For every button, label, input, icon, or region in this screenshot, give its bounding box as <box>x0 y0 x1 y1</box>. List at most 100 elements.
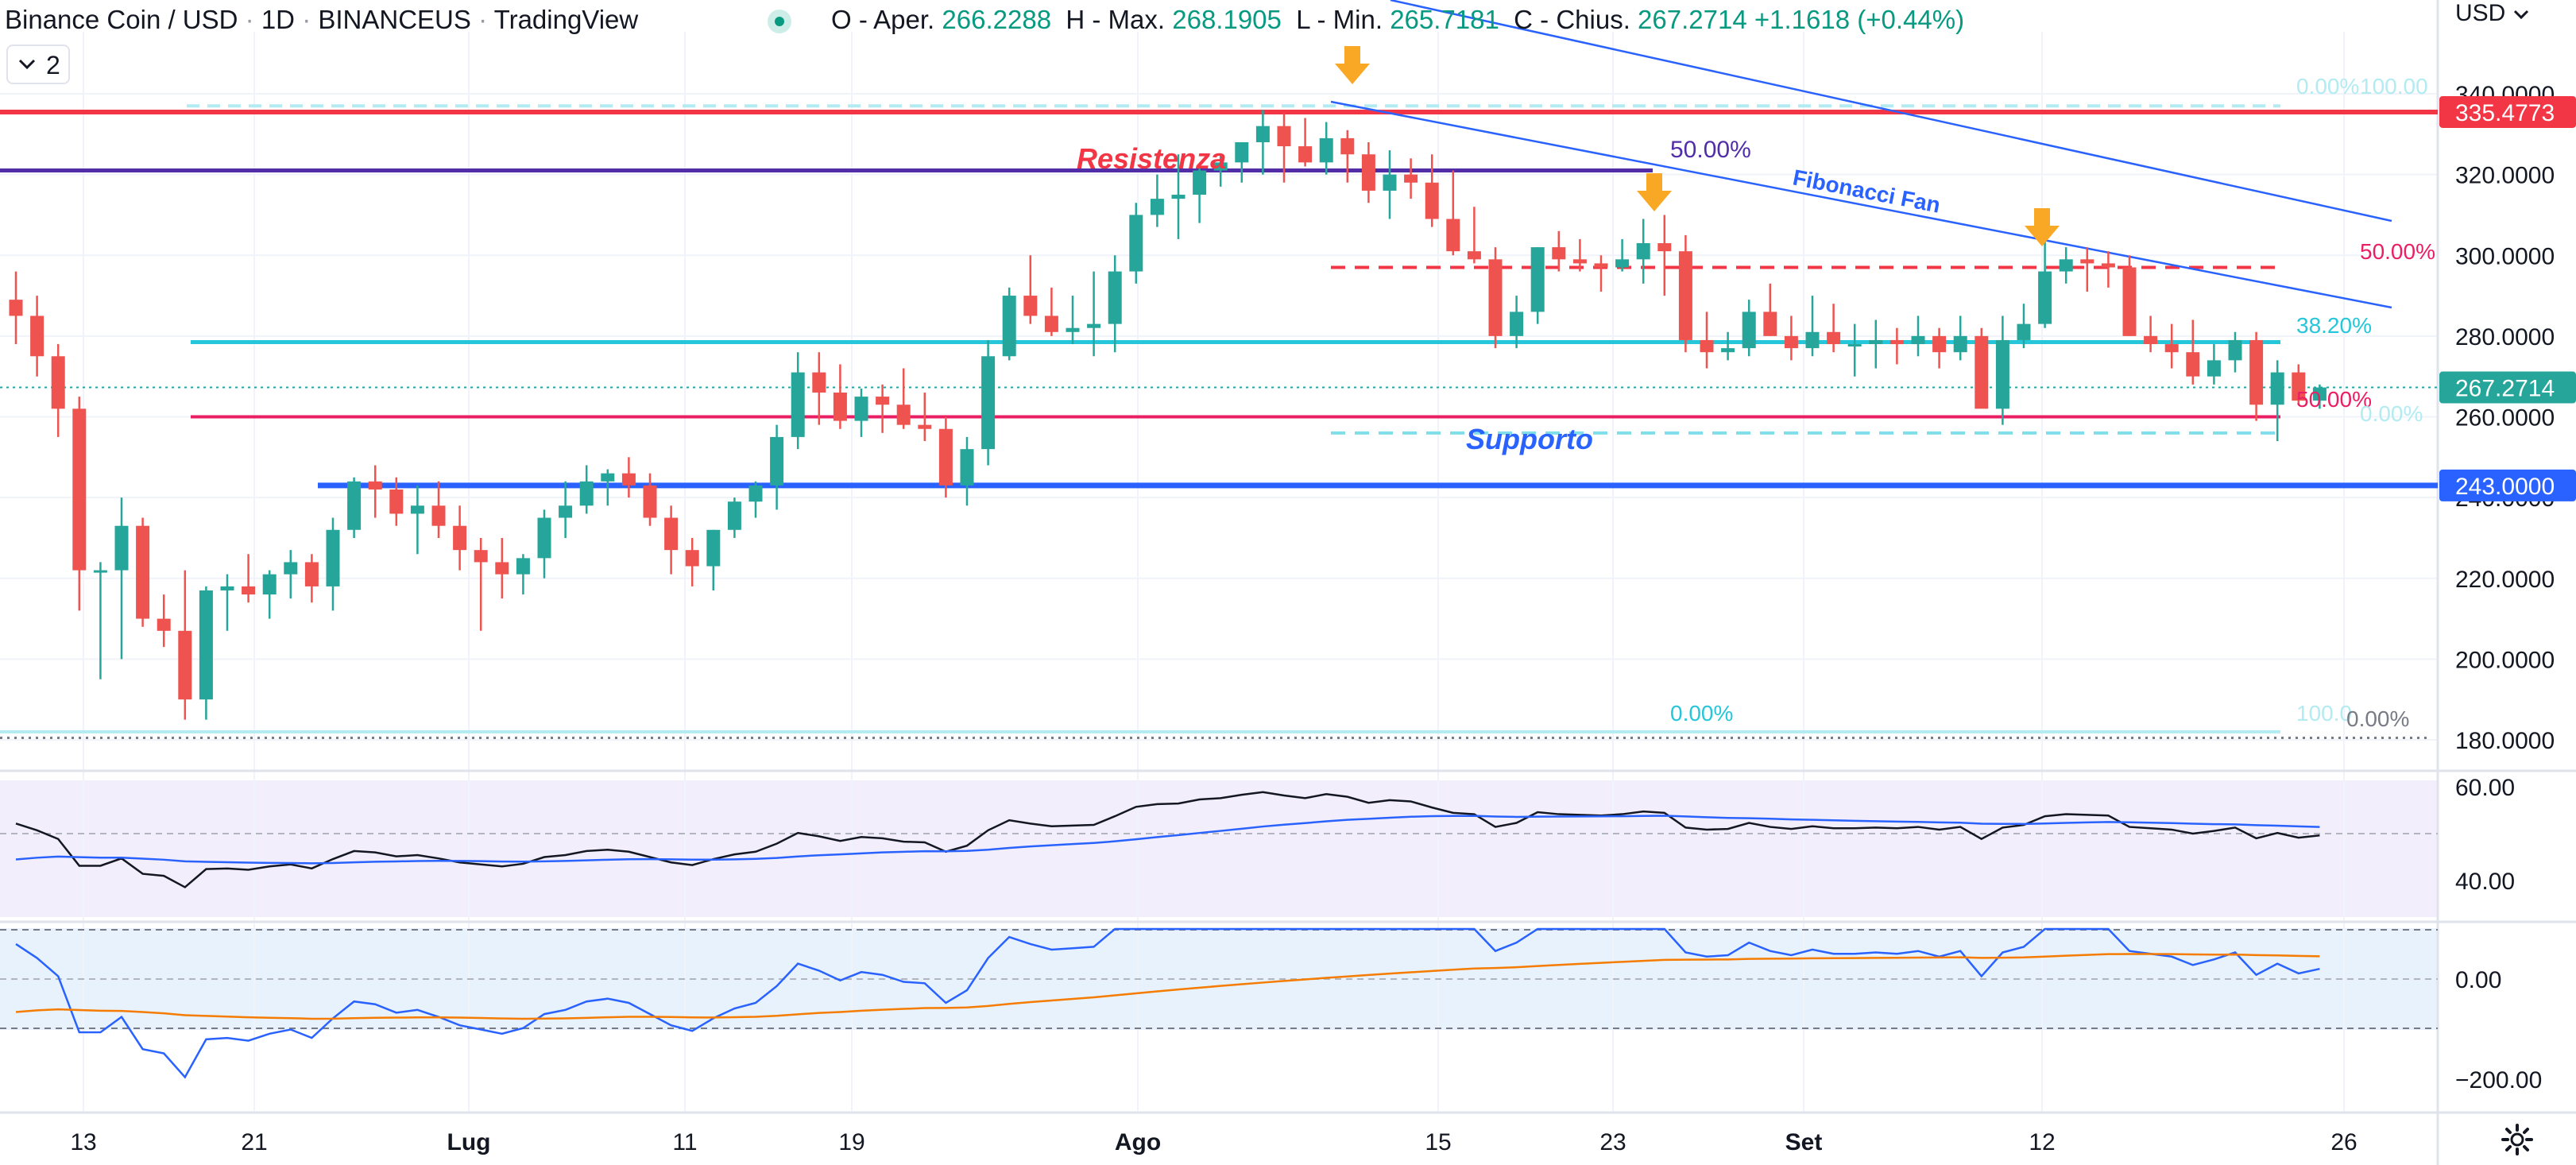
candle <box>2122 255 2137 336</box>
price-label-text: 335.4773 <box>2455 100 2555 126</box>
candle-body <box>727 501 741 530</box>
candle <box>1889 327 1904 365</box>
candle <box>1340 130 1355 183</box>
candle-body <box>220 586 234 590</box>
label-fib-382: 38.20% <box>2296 313 2372 338</box>
time-axis-label: Set <box>1785 1129 1823 1155</box>
candle <box>1657 215 1672 296</box>
candle <box>72 397 87 611</box>
candle <box>242 554 256 603</box>
close-label: C - Chius. <box>1514 5 1630 34</box>
candle-body <box>1953 335 1967 353</box>
candle <box>9 271 23 345</box>
label-fib-50-low: 50.00% <box>2296 387 2372 412</box>
label-fibonacci-fan: Fibonacci Fan <box>1791 164 1943 217</box>
candle <box>284 550 298 599</box>
candle <box>537 509 551 579</box>
candle <box>1319 122 1333 175</box>
price-axis-tick: 260.0000 <box>2455 405 2555 432</box>
candle-body <box>1889 339 1904 345</box>
time-axis-label: 13 <box>70 1129 96 1155</box>
rsi-signal-line <box>15 815 2320 865</box>
candle-body <box>51 356 65 409</box>
candle-body <box>30 315 44 357</box>
candle <box>389 477 404 526</box>
interval-label[interactable]: 1D <box>261 5 296 34</box>
platform-label: TradingView <box>493 5 639 34</box>
arrow-down-icon <box>1637 173 1672 211</box>
candle-body <box>1784 335 1798 349</box>
rsi-axis-tick: 40.00 <box>2455 869 2515 895</box>
arrow-down-icon <box>2025 208 2060 246</box>
candle <box>410 485 424 555</box>
candle-body <box>770 436 784 486</box>
candle-body <box>1530 247 1545 312</box>
rsi-pane-bg <box>0 780 2438 917</box>
candle-body <box>1995 339 2009 409</box>
candle <box>1383 150 1397 219</box>
label-supporto: Supporto <box>1466 423 1593 455</box>
candle-body <box>1446 219 1460 252</box>
indicators-collapse-button[interactable]: 2 <box>6 45 70 84</box>
candle-body <box>262 574 277 595</box>
candle <box>812 352 826 425</box>
candle <box>220 574 234 631</box>
candle <box>1255 110 1270 175</box>
candle-body <box>93 570 107 573</box>
candle-body <box>1911 335 1925 345</box>
candle-body <box>812 372 826 393</box>
price-label-text: 267.2714 <box>2455 376 2555 402</box>
candle-body <box>643 485 657 518</box>
candle-body <box>2249 339 2264 405</box>
low-value: 265.7181 <box>1390 5 1499 34</box>
candle <box>2207 344 2221 385</box>
candle <box>748 481 763 518</box>
candle-body <box>854 397 868 421</box>
candle-body <box>2292 372 2306 401</box>
candle <box>1763 283 1777 336</box>
candle-body <box>1425 182 1439 219</box>
candle <box>93 562 107 679</box>
candle-body <box>9 300 23 316</box>
open-label: O - Aper. <box>831 5 935 34</box>
candle-body <box>1975 335 1989 409</box>
price-axis-tick: 200.0000 <box>2455 647 2555 673</box>
candle-body <box>981 356 996 450</box>
candle <box>2270 360 2284 441</box>
currency-selector[interactable]: USD <box>2455 0 2530 27</box>
candle <box>474 537 488 631</box>
fib-fan-line <box>1390 0 2392 223</box>
candle-body <box>601 473 615 482</box>
label-fib-50-purple: 50.00% <box>1670 137 1751 163</box>
symbol-name[interactable]: Binance Coin / USD <box>5 5 238 34</box>
candle-body <box>1467 251 1481 260</box>
candle <box>1467 207 1481 264</box>
candle <box>1932 327 1947 369</box>
candle-body <box>347 481 362 530</box>
candle <box>1636 219 1650 284</box>
candle <box>2144 315 2158 353</box>
time-axis-label: 19 <box>838 1129 864 1155</box>
candle-body <box>960 449 974 486</box>
gear-icon[interactable] <box>2500 1122 2535 1157</box>
candle <box>1847 323 1862 377</box>
candle-body <box>1150 199 1164 215</box>
osc-axis-tick: −200.00 <box>2455 1067 2542 1093</box>
candle <box>643 473 657 526</box>
time-axis-label: 15 <box>1425 1129 1451 1155</box>
candle-body <box>748 485 763 502</box>
candle <box>1594 255 1608 292</box>
candle-body <box>453 525 467 551</box>
candle <box>326 517 340 611</box>
candle <box>1678 234 1692 353</box>
candle <box>579 465 594 514</box>
candle-body <box>474 550 488 563</box>
candle <box>1530 247 1545 324</box>
candle-body <box>1129 215 1143 272</box>
candle <box>1277 114 1291 183</box>
candle-body <box>1087 323 1101 328</box>
candle-body <box>157 618 171 631</box>
candle <box>304 554 319 603</box>
candle <box>2228 331 2242 373</box>
